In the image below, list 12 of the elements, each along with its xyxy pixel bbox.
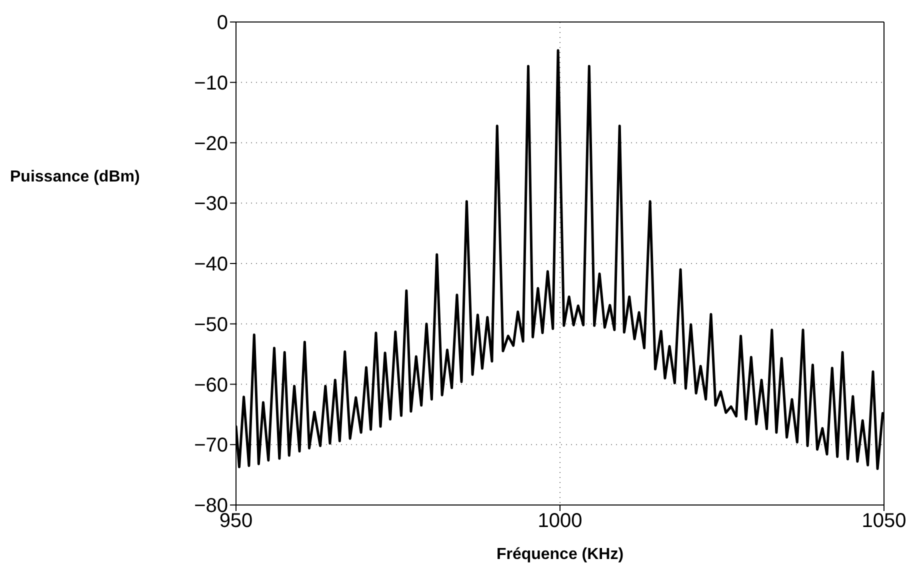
y-tick-label: −10: [194, 72, 228, 94]
y-tick-label: −40: [194, 254, 228, 276]
y-tick-label: −50: [194, 314, 228, 336]
y-axis-title: Puissance (dBm): [10, 168, 140, 186]
x-tick-label: 1000: [538, 510, 582, 532]
y-tick-label: −30: [194, 193, 228, 216]
y-tick-label: 0: [216, 12, 228, 34]
y-tick-label: −20: [194, 132, 228, 155]
x-axis-title: Fréquence (KHz): [496, 546, 624, 563]
y-tick-label: −60: [194, 374, 228, 396]
y-tick-label: −70: [194, 434, 228, 457]
x-tick-label: 1050: [862, 510, 906, 532]
